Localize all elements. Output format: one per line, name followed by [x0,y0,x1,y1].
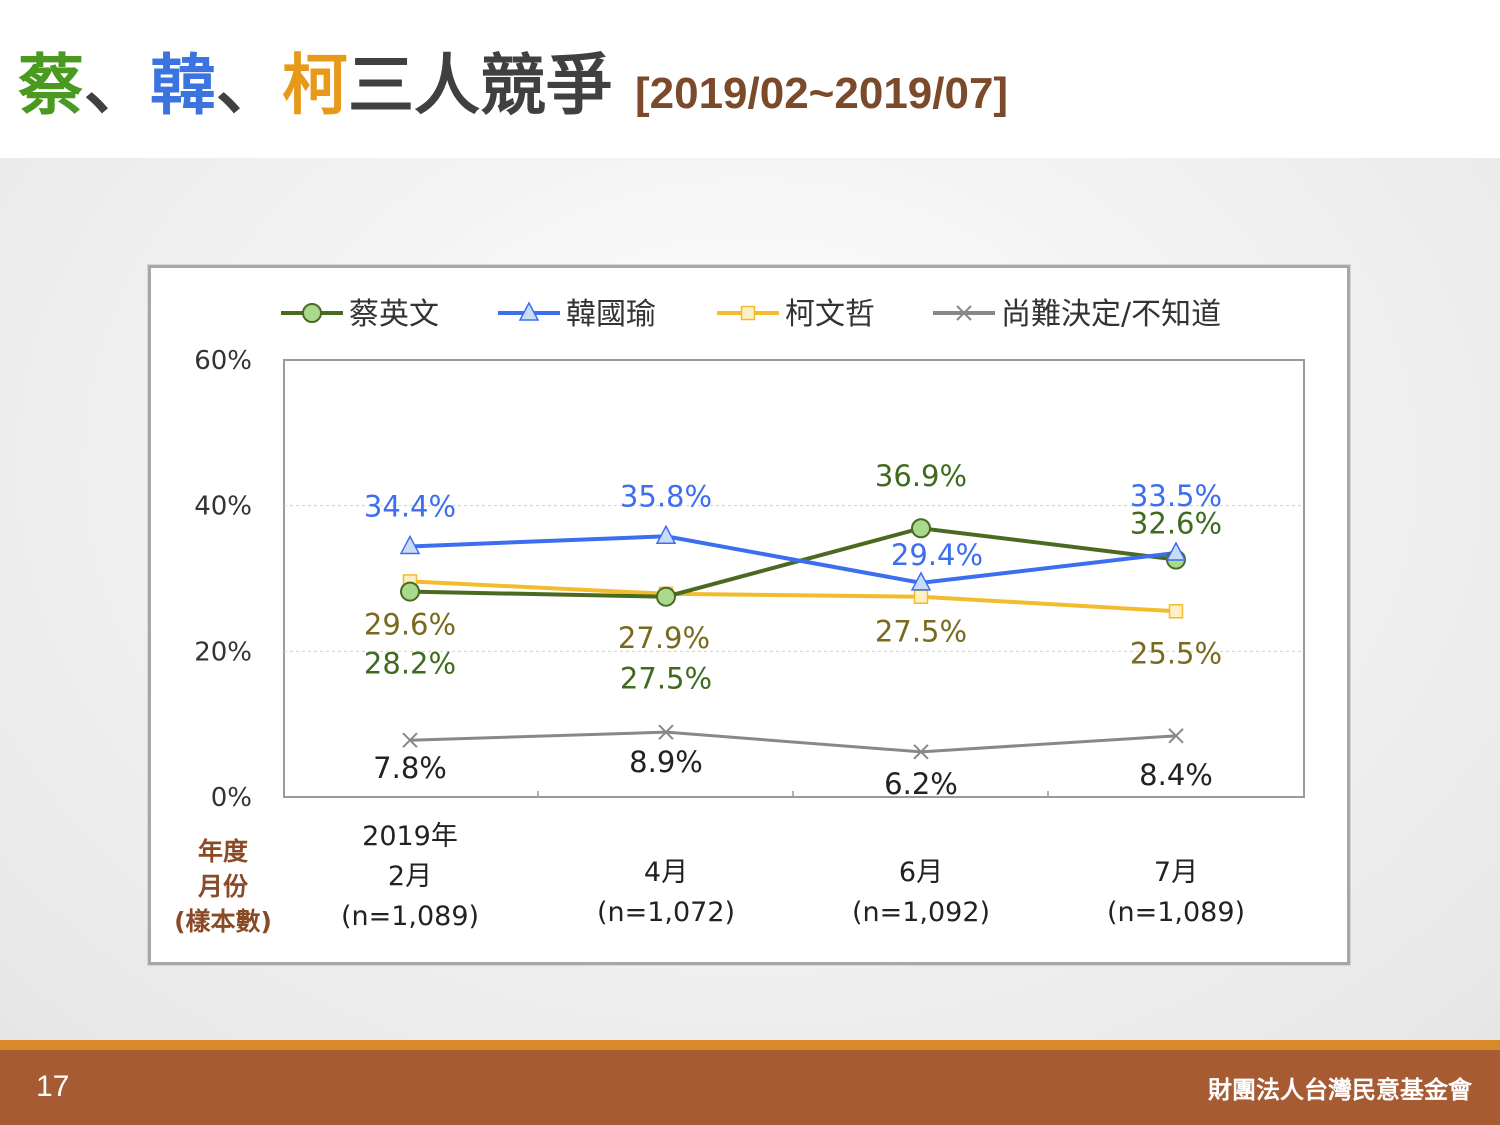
data-label: 33.5% [1130,479,1222,513]
legend-label: 韓國瑜 [566,297,656,332]
title-part: 柯 [282,47,348,124]
data-point [400,581,420,602]
data-label: 27.5% [875,615,967,649]
data-point [913,589,929,604]
data-point [399,534,421,555]
x-tick-label: 2019年 [362,821,458,852]
footer-accent-line [0,1040,1500,1050]
legend-marker [302,303,322,323]
x-tick-label: 6月 [899,857,943,888]
y-tick-label: 60% [194,346,252,376]
series-line [409,579,1177,614]
data-label: 7.8% [373,751,447,785]
data-point [656,586,676,607]
x-tick-label: (n=1,089) [341,901,479,932]
data-point [911,518,931,539]
data-point [1168,604,1184,619]
slide-title: 蔡、韓、柯三人競爭 [2019/02~2019/07] [18,46,1008,126]
legend-marker [956,305,972,321]
data-label: 27.5% [620,662,712,696]
data-point [913,744,929,760]
title-date-range: [2019/02~2019/07] [634,69,1009,118]
data-label: 8.9% [629,745,703,779]
data-label: 6.2% [884,767,958,801]
row-header-label: 月份 [197,872,248,901]
data-point [1165,541,1187,561]
row-header-label: 年度 [198,837,248,866]
y-tick-label: 40% [194,492,252,522]
y-tick-label: 0% [211,783,252,813]
legend-label: 蔡英文 [349,297,439,332]
series-line [409,534,1177,585]
x-tick-label: (n=1,072) [597,897,735,928]
data-label: 28.2% [364,647,456,681]
title-part: 、 [216,47,282,124]
data-label: 25.5% [1130,636,1222,670]
title-part: 蔡 [18,47,84,124]
data-point [655,524,677,545]
title-part: 、 [84,47,150,124]
data-label: 32.6% [1130,507,1222,541]
x-tick-label: (n=1,092) [852,897,990,928]
title-part: 韓 [150,47,216,124]
title-part: 三人競爭 [348,47,635,124]
data-label: 29.4% [891,538,983,572]
legend-label: 柯文哲 [785,297,875,332]
y-tick-label: 20% [194,637,252,667]
data-label: 36.9% [875,459,967,493]
data-label: 8.4% [1139,758,1213,792]
data-label: 29.6% [364,607,456,641]
legend-marker [740,305,756,321]
line-chart: 0% 20% 40% 60% 蔡英文 韓國瑜 柯文哲 尚難決定/不知道 28.2% 27.5% 36… [174,297,1305,936]
page-number: 17 [36,1070,70,1103]
data-point [402,732,418,748]
organization-name: 財團法人台灣民意基金會 [1208,1076,1472,1104]
series-line [409,730,1177,754]
legend-label: 尚難決定/不知道 [1001,297,1221,332]
slide-header: 蔡、韓、柯三人競爭 [2019/02~2019/07] [0,0,1500,158]
row-header-label: (樣本數) [174,907,272,936]
x-tick-label: 7月 [1154,857,1198,888]
data-label: 35.8% [620,479,712,513]
x-tick-label: 4月 [644,857,688,888]
plot-area [283,359,1305,798]
legend-marker [518,301,540,321]
data-point [1168,728,1184,744]
data-label: 34.4% [364,489,456,523]
data-point [658,724,674,740]
slide-footer [0,1050,1500,1125]
chart-frame: 0% 20% 40% 60% 蔡英文 韓國瑜 柯文哲 尚難決定/不知道 28.2% 27.5% 36… [148,265,1350,965]
data-point [910,571,932,591]
x-tick-label: 2月 [388,861,432,892]
series-line [409,526,1177,599]
data-label: 27.9% [618,621,710,655]
x-tick-label: (n=1,089) [1107,897,1245,928]
